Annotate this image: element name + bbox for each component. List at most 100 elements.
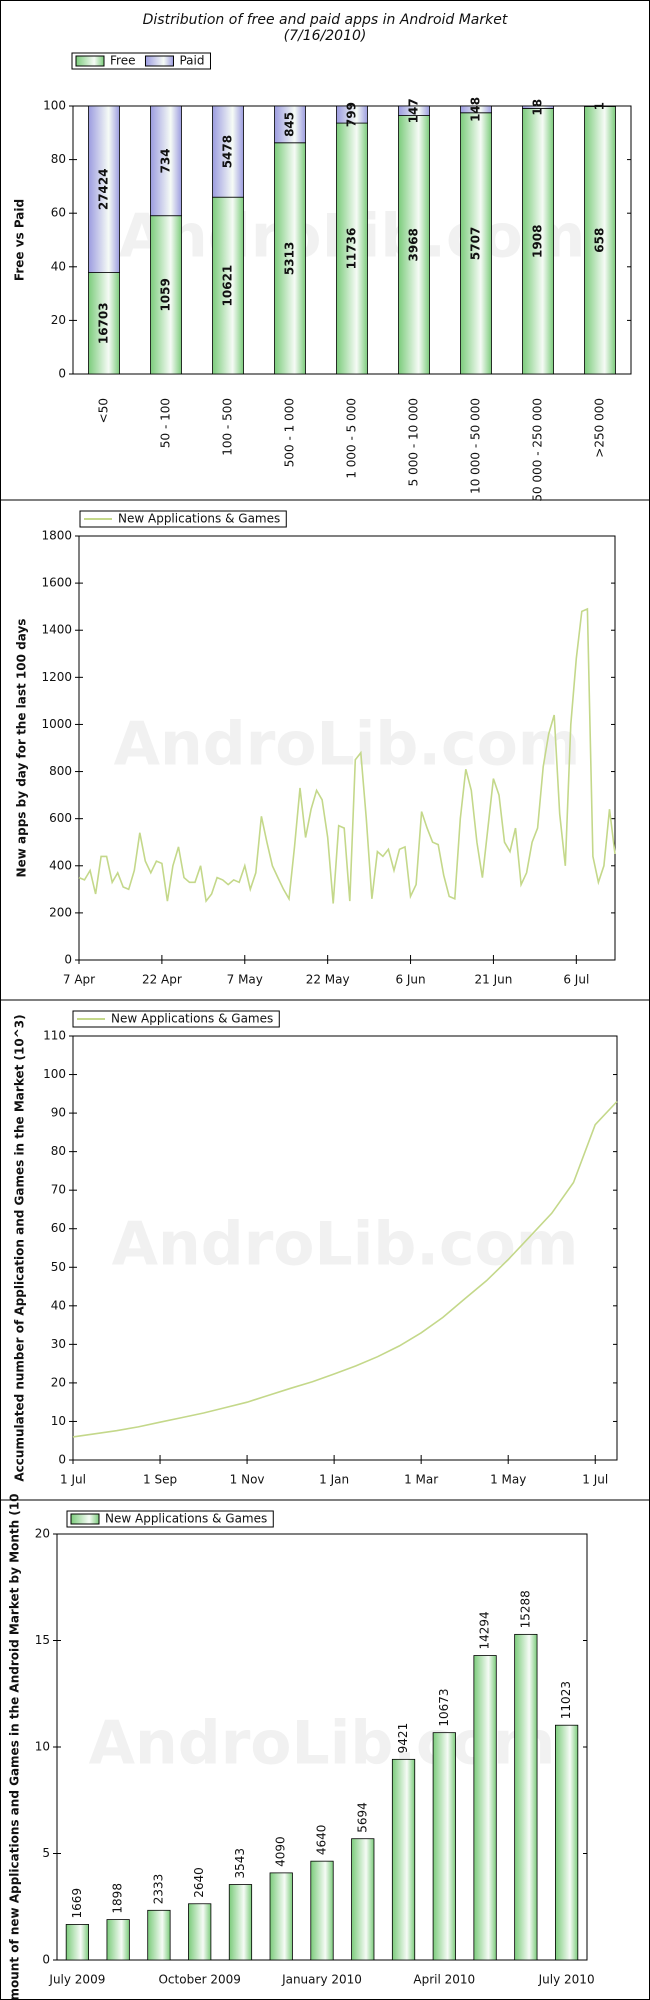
bar-value-label: 845	[283, 112, 297, 137]
legend: Free Paid	[71, 52, 211, 70]
plot-frame	[78, 535, 616, 961]
y-tick-label: 20	[51, 313, 66, 327]
bar	[432, 1732, 456, 1961]
x-tick-label: 1 Sep	[143, 1473, 177, 1487]
legend-frame	[79, 510, 287, 528]
y-axis-label: mount of new Applications and Games in t…	[8, 1493, 22, 2000]
y-axis-label: New apps by day for the last 100 days	[15, 619, 29, 878]
bar-value-label: 3968	[407, 228, 421, 261]
bar	[150, 105, 182, 217]
y-tick-label: 30	[51, 1337, 66, 1351]
y-tick-label: 0	[64, 953, 72, 967]
legend-label: New Applications & Games	[105, 1512, 267, 1526]
bar	[584, 106, 616, 375]
line-series	[72, 1100, 618, 1438]
x-tick-label: 1 Jul	[582, 1473, 608, 1487]
bar-value-label: 11736	[345, 228, 359, 270]
y-tick-label: 1600	[41, 576, 72, 590]
bar	[522, 108, 554, 375]
bar	[473, 1655, 497, 1961]
x-tick-label: >250 000	[593, 398, 607, 458]
bar	[228, 1884, 253, 1961]
bar-value-label: 10621	[221, 265, 235, 307]
y-tick-label: 100	[43, 99, 66, 113]
bar-value-label: 14294	[478, 1611, 492, 1649]
x-tick-label: 1 Nov	[230, 1473, 265, 1487]
bar-value-label: 3543	[233, 1848, 247, 1879]
y-tick-label: 100	[43, 1067, 66, 1081]
bar	[274, 142, 306, 375]
bar-value-label: 1908	[531, 225, 545, 258]
y-tick-label: 40	[51, 259, 66, 273]
bar-value-label: 9421	[396, 1723, 410, 1754]
bar-value-label: 18	[531, 99, 545, 116]
y-tick-label: 70	[51, 1183, 66, 1197]
bar-value-label: 734	[159, 148, 173, 173]
bar	[391, 1758, 416, 1961]
legend-label: New Applications & Games	[118, 512, 280, 526]
bar	[460, 112, 492, 375]
bar	[336, 105, 368, 124]
bar-value-label: 1669	[70, 1888, 84, 1919]
bar-value-label: 27424	[97, 168, 111, 210]
bar-value-label: 4090	[274, 1836, 288, 1867]
bar	[88, 105, 120, 273]
bar-value-label: 2640	[192, 1867, 206, 1898]
bar	[351, 1838, 375, 1961]
y-tick-label: 0	[58, 367, 66, 381]
bar-value-label: 148	[469, 97, 483, 122]
bar	[88, 272, 120, 375]
chart-title: Distribution of free and paid apps in An…	[143, 12, 508, 28]
legend-label: Free	[110, 54, 135, 68]
y-tick-label: 60	[51, 1221, 66, 1235]
x-tick-label: January 2010	[281, 1973, 362, 1987]
bar	[150, 215, 182, 375]
y-tick-label: 1800	[41, 529, 72, 543]
bar-value-label: 15288	[518, 1590, 532, 1628]
y-tick-label: 40	[51, 1298, 66, 1312]
x-tick-label: 50 - 100	[159, 398, 173, 448]
bar	[310, 1860, 334, 1961]
x-tick-label: 500 - 1 000	[283, 398, 297, 467]
bar-value-label: 5707	[469, 227, 483, 260]
bar	[336, 122, 368, 375]
bar-value-label: 5478	[221, 135, 235, 168]
bar	[460, 105, 492, 114]
bar-value-label: 2333	[151, 1874, 165, 1905]
x-tick-label: 1 000 - 5 000	[345, 398, 359, 479]
bar	[212, 196, 244, 375]
bar	[188, 1903, 212, 1961]
bar	[398, 105, 430, 116]
x-tick-label: 1 Jul	[60, 1473, 86, 1487]
x-tick-label: 7 Apr	[63, 973, 95, 987]
bar-value-label: 5313	[283, 242, 297, 275]
y-axis-label: Accumulated number of Application and Ga…	[13, 1014, 27, 1481]
bar	[274, 105, 306, 144]
y-tick-label: 1200	[41, 670, 72, 684]
x-tick-label: <50	[97, 398, 111, 423]
y-tick-label: 20	[51, 1375, 66, 1389]
chart-subtitle: (7/16/2010)	[284, 28, 367, 44]
y-tick-label: 90	[51, 1106, 66, 1120]
x-tick-label: 1 May	[490, 1473, 526, 1487]
legend-swatch	[70, 1513, 100, 1525]
x-tick-label: 21 Jun	[475, 973, 513, 987]
legend-frame	[66, 1510, 274, 1528]
legend: New Applications & Games	[66, 1510, 274, 1528]
x-tick-label: 50 000 - 250 000	[531, 398, 545, 502]
bar-value-label: 4640	[315, 1825, 329, 1856]
x-tick-label: 1 Mar	[404, 1473, 438, 1487]
y-tick-label: 600	[49, 811, 72, 825]
bar	[147, 1909, 171, 1961]
x-tick-label: 5 000 - 10 000	[407, 398, 421, 486]
y-tick-label: 10	[35, 1740, 50, 1754]
y-tick-label: 1000	[41, 717, 72, 731]
bar-value-label: 1898	[111, 1883, 125, 1914]
x-tick-label: July 2009	[48, 1973, 105, 1987]
y-tick-label: 200	[49, 905, 72, 919]
y-tick-label: 80	[51, 1144, 66, 1158]
x-tick-label: 6 Jun	[395, 973, 425, 987]
bar-value-label: 658	[593, 228, 607, 253]
watermark: AndroLib.com	[114, 710, 581, 780]
